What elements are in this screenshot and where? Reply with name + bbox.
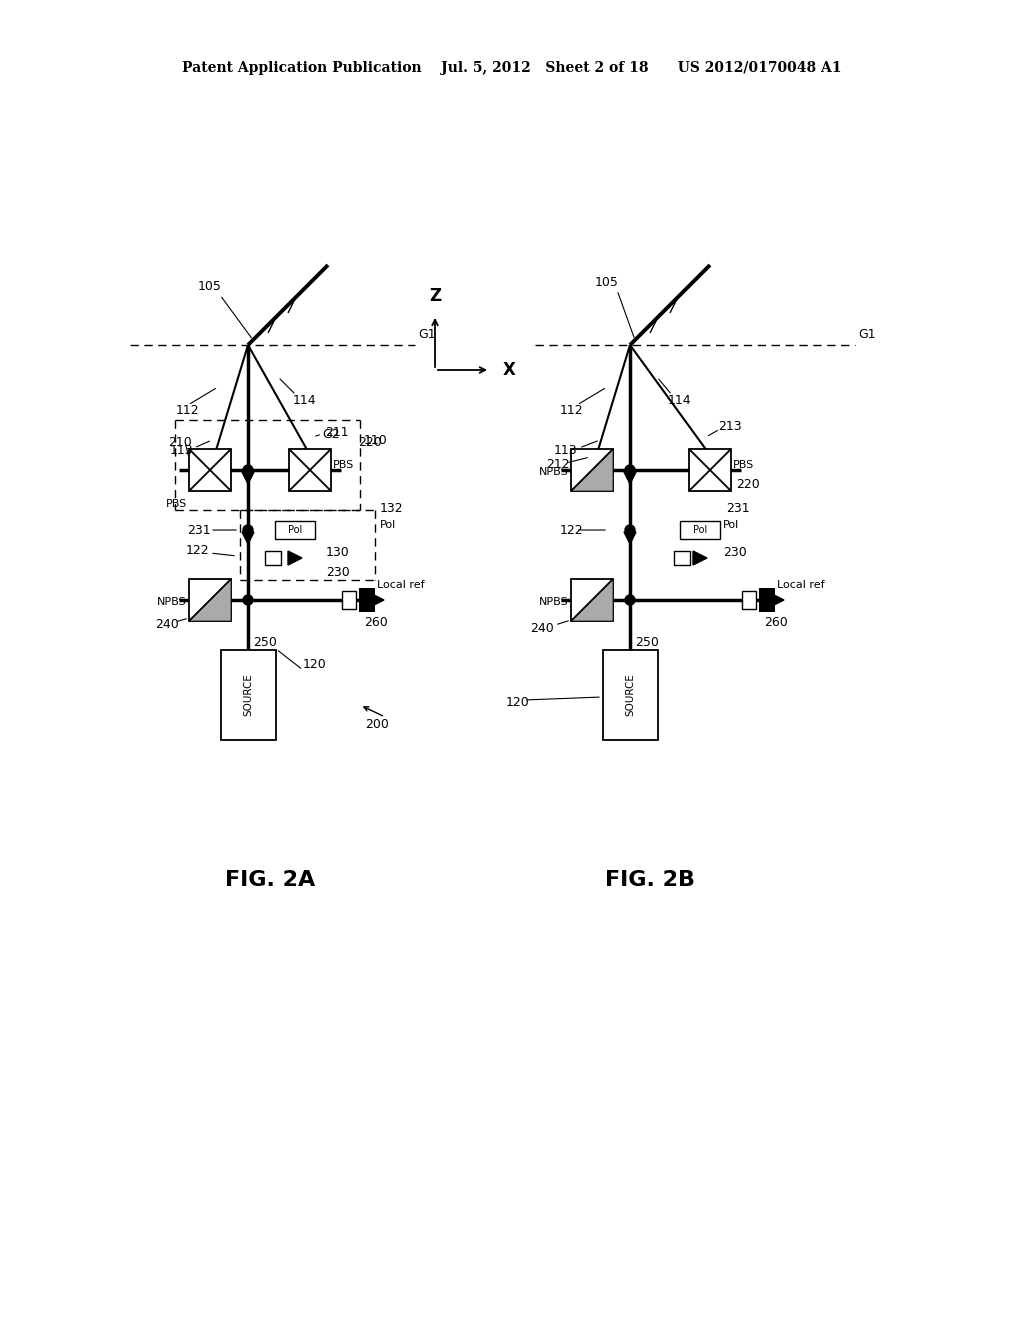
Bar — [602, 649, 657, 741]
Text: G2: G2 — [322, 428, 340, 441]
Circle shape — [243, 595, 253, 605]
Text: NPBS: NPBS — [540, 597, 569, 607]
Bar — [742, 591, 756, 609]
Text: 230: 230 — [326, 565, 350, 578]
Bar — [265, 550, 281, 565]
Circle shape — [243, 465, 253, 475]
Text: Patent Application Publication    Jul. 5, 2012   Sheet 2 of 18      US 2012/0170: Patent Application Publication Jul. 5, 2… — [182, 61, 842, 75]
Bar — [759, 587, 775, 612]
Text: SOURCE: SOURCE — [625, 673, 635, 717]
Polygon shape — [288, 550, 302, 565]
Text: 105: 105 — [595, 276, 618, 289]
Text: 132: 132 — [380, 502, 403, 515]
Text: PBS: PBS — [733, 459, 755, 470]
Text: 120: 120 — [303, 659, 327, 672]
Circle shape — [625, 595, 635, 605]
Bar — [680, 521, 720, 539]
Text: 210: 210 — [168, 436, 191, 449]
Text: Pol: Pol — [693, 525, 708, 535]
Text: 200: 200 — [365, 718, 389, 731]
Text: 120: 120 — [506, 697, 529, 710]
Polygon shape — [189, 579, 231, 620]
Text: Pol: Pol — [288, 525, 302, 535]
Polygon shape — [571, 579, 613, 620]
Circle shape — [243, 525, 253, 535]
Text: 130: 130 — [326, 546, 350, 560]
Text: 250: 250 — [253, 636, 276, 649]
Bar — [220, 649, 275, 741]
Text: 213: 213 — [718, 421, 741, 433]
Text: Pol: Pol — [380, 520, 396, 531]
Text: Z: Z — [429, 286, 441, 305]
Text: 230: 230 — [723, 546, 746, 560]
Text: FIG. 2B: FIG. 2B — [605, 870, 695, 890]
Text: 112: 112 — [560, 404, 584, 417]
Polygon shape — [770, 593, 784, 607]
Text: 211: 211 — [325, 426, 348, 440]
Text: 113: 113 — [554, 444, 578, 457]
Circle shape — [625, 465, 635, 475]
Text: 240: 240 — [155, 619, 179, 631]
Text: 122: 122 — [560, 524, 584, 536]
Bar — [289, 449, 331, 491]
Text: 250: 250 — [635, 636, 658, 649]
Bar — [342, 591, 356, 609]
Bar — [674, 550, 690, 565]
Text: SOURCE: SOURCE — [243, 673, 253, 717]
Polygon shape — [242, 532, 254, 544]
Text: 114: 114 — [293, 393, 316, 407]
Polygon shape — [624, 532, 636, 544]
Polygon shape — [571, 449, 613, 491]
Bar — [275, 521, 315, 539]
Polygon shape — [624, 473, 636, 484]
Text: NPBS: NPBS — [158, 597, 187, 607]
Bar — [189, 449, 231, 491]
Bar — [359, 587, 375, 612]
Text: 231: 231 — [187, 524, 211, 536]
Text: 240: 240 — [530, 622, 554, 635]
Text: 220: 220 — [358, 436, 382, 449]
Text: Local ref: Local ref — [777, 579, 824, 590]
Circle shape — [625, 525, 635, 535]
Text: 231: 231 — [726, 502, 750, 515]
Polygon shape — [242, 473, 254, 484]
Text: Local ref: Local ref — [377, 579, 425, 590]
Polygon shape — [693, 550, 707, 565]
Bar — [571, 579, 613, 620]
Text: 114: 114 — [668, 393, 691, 407]
Text: PBS: PBS — [333, 459, 354, 470]
Text: G1: G1 — [858, 327, 876, 341]
Text: 113: 113 — [170, 444, 194, 457]
Bar — [571, 449, 613, 491]
Text: PBS: PBS — [166, 499, 187, 510]
Text: 212: 212 — [546, 458, 569, 471]
Polygon shape — [370, 593, 384, 607]
Text: 220: 220 — [736, 479, 760, 491]
Text: Pol: Pol — [723, 520, 739, 531]
Text: G1: G1 — [418, 327, 435, 341]
Bar — [189, 579, 231, 620]
Text: X: X — [503, 360, 516, 379]
Text: NPBS: NPBS — [540, 467, 569, 477]
Bar — [689, 449, 731, 491]
Text: 110: 110 — [364, 433, 388, 446]
Text: 260: 260 — [764, 615, 787, 628]
Text: 112: 112 — [176, 404, 200, 417]
Text: 260: 260 — [364, 615, 388, 628]
Text: FIG. 2A: FIG. 2A — [225, 870, 315, 890]
Text: 122: 122 — [186, 544, 210, 557]
Text: 105: 105 — [198, 281, 222, 293]
